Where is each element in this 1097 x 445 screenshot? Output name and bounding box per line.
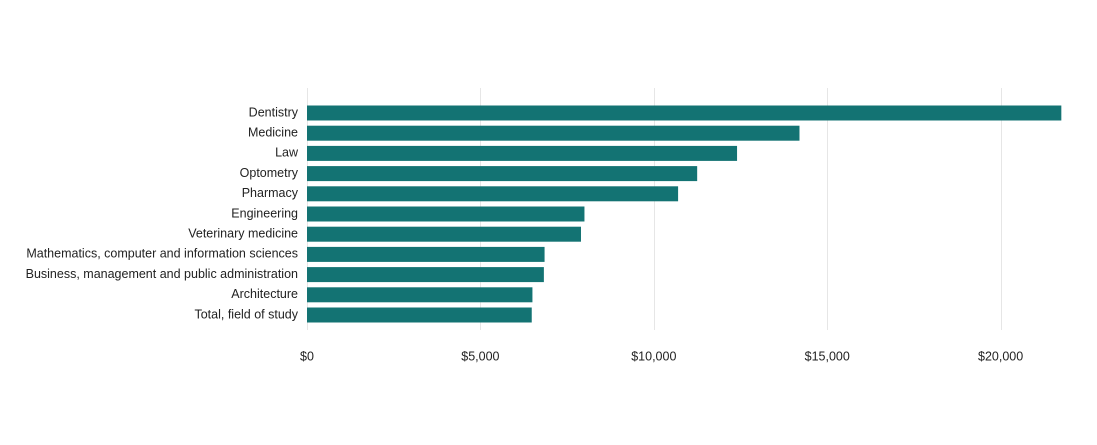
category-labels: Dentistry Medicine Law Optometry Pharmacy Eng… xyxy=(26,105,299,321)
bar[interactable] xyxy=(307,166,698,182)
category-label: Business, management and public administ… xyxy=(26,267,298,281)
category-label: Total, field of study xyxy=(194,307,298,321)
category-label: Engineering xyxy=(231,206,298,220)
bar[interactable] xyxy=(307,226,581,242)
category-label: Mathematics, computer and information sc… xyxy=(26,247,298,261)
bar[interactable] xyxy=(307,125,800,141)
bar[interactable] xyxy=(307,206,585,222)
category-label: Optometry xyxy=(240,166,299,180)
x-tick-label: $20,000 xyxy=(978,349,1023,363)
category-label: Dentistry xyxy=(249,105,299,119)
category-label: Pharmacy xyxy=(242,186,299,200)
category-label: Medicine xyxy=(248,125,298,139)
bar[interactable] xyxy=(307,287,533,303)
category-label: Veterinary medicine xyxy=(188,226,298,240)
bar[interactable] xyxy=(307,145,738,161)
x-tick-label: $15,000 xyxy=(805,349,850,363)
bar[interactable] xyxy=(307,105,1062,121)
bar[interactable] xyxy=(307,186,679,202)
x-axis-tick-labels: $0 $5,000 $10,000 $15,000 $20,000 xyxy=(300,349,1023,363)
x-tick-label: $5,000 xyxy=(461,349,499,363)
x-tick-label: $0 xyxy=(300,349,314,363)
bar[interactable] xyxy=(307,267,544,283)
category-label: Law xyxy=(275,146,299,160)
bar[interactable] xyxy=(307,307,532,323)
category-label: Architecture xyxy=(231,287,298,301)
bars xyxy=(307,105,1062,323)
x-tick-label: $10,000 xyxy=(631,349,676,363)
bar[interactable] xyxy=(307,246,545,262)
